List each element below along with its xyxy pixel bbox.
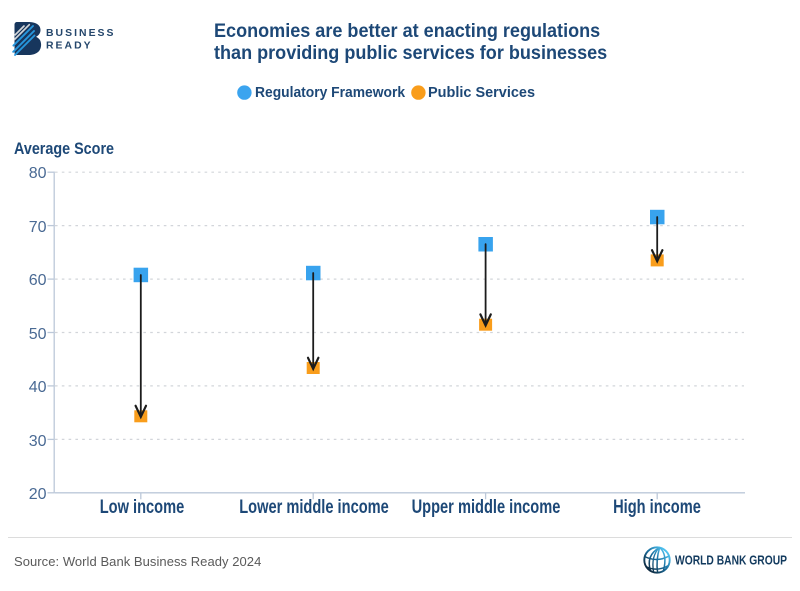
- svg-text:WORLD BANK GROUP: WORLD BANK GROUP: [675, 553, 787, 568]
- svg-text:BUSINESS: BUSINESS: [46, 28, 116, 39]
- svg-text:READY: READY: [46, 41, 93, 52]
